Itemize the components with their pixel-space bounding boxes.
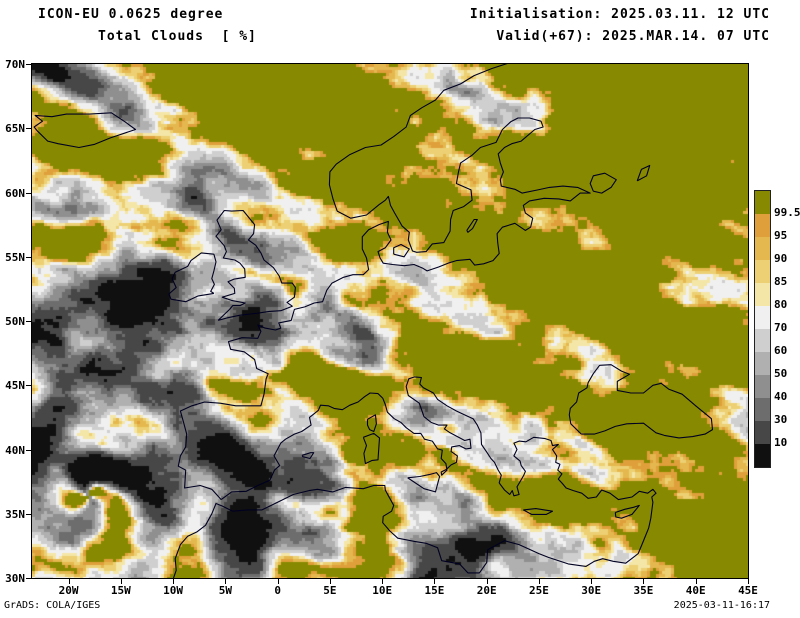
colorbar-segment xyxy=(755,283,770,306)
x-tick-mark xyxy=(329,579,331,584)
coastline-path xyxy=(33,112,137,149)
y-tick-mark xyxy=(26,64,31,65)
colorbar-tick-label: 95 xyxy=(774,229,788,242)
x-tick-label: 20E xyxy=(476,584,497,597)
y-tick-mark xyxy=(26,385,31,387)
coastline-path xyxy=(215,209,296,321)
x-tick-label: 5W xyxy=(218,584,232,597)
x-tick-mark xyxy=(120,579,122,584)
render-timestamp: 2025-03-11-16:17 xyxy=(673,600,770,611)
coastline-path xyxy=(172,376,657,578)
colorbar-segment xyxy=(755,306,770,329)
colorbar-tick-label: 50 xyxy=(774,367,788,380)
coastline-path xyxy=(407,472,441,493)
x-tick-label: 15E xyxy=(424,584,445,597)
colorbar-tick-label: 85 xyxy=(774,275,788,288)
x-tick-mark xyxy=(277,579,279,584)
y-tick-mark xyxy=(26,578,31,579)
coastline-path xyxy=(589,172,617,194)
colorbar-tick-label: 70 xyxy=(774,321,788,334)
model-title: ICON-EU 0.0625 degree xyxy=(38,7,224,22)
grads-credit: GrADS: COLA/IGES xyxy=(4,600,101,611)
x-tick-mark xyxy=(538,579,540,584)
colorbar-segment xyxy=(755,421,770,444)
colorbar-segment xyxy=(755,237,770,260)
colorbar-segment xyxy=(755,191,770,214)
y-tick-label: 65N xyxy=(5,122,25,136)
colorbar-segment xyxy=(755,329,770,352)
x-tick-label: 35E xyxy=(633,584,654,597)
map-plot-area xyxy=(31,63,749,579)
x-tick-label: 40E xyxy=(685,584,706,597)
coastline-path xyxy=(366,414,377,433)
colorbar-segment xyxy=(755,352,770,375)
coastline-path xyxy=(636,164,651,182)
colorbar-segment xyxy=(755,375,770,398)
x-tick-mark xyxy=(173,579,175,584)
y-tick-mark xyxy=(26,513,31,515)
coastline-path xyxy=(466,218,478,233)
x-tick-mark xyxy=(68,579,70,584)
x-tick-mark xyxy=(643,579,645,584)
x-tick-label: 10E xyxy=(372,584,393,597)
colorbar xyxy=(754,190,771,468)
y-tick-label: 50N xyxy=(5,315,25,328)
y-tick-mark xyxy=(26,192,31,194)
y-tick-mark xyxy=(26,449,31,451)
y-tick-label: 40N xyxy=(5,443,25,457)
coastline-path xyxy=(523,508,554,515)
y-tick-mark xyxy=(26,321,31,322)
coastline-path xyxy=(393,243,410,258)
valid-line: Valid(+67): 2025.MAR.14. 07 UTC xyxy=(496,29,770,44)
colorbar-segment xyxy=(755,214,770,237)
y-tick-label: 55N xyxy=(5,250,25,264)
coastline-path xyxy=(568,364,714,439)
colorbar-tick-label: 80 xyxy=(774,298,788,311)
coastline-path xyxy=(177,64,591,500)
x-tick-mark xyxy=(695,579,697,584)
colorbar-tick-label: 10 xyxy=(774,436,788,449)
colorbar-tick-label: 30 xyxy=(774,413,788,426)
coastline-path xyxy=(614,504,640,519)
coastline-overlay xyxy=(33,64,714,578)
x-tick-label: 25E xyxy=(529,584,549,597)
initialisation-line: Initialisation: 2025.03.11. 12 UTC xyxy=(469,7,770,22)
x-tick-mark xyxy=(748,579,749,584)
coastline-path xyxy=(301,452,315,460)
cloud-field-canvas xyxy=(32,64,748,578)
colorbar-tick-label: 60 xyxy=(774,344,788,357)
y-tick-label: 35N xyxy=(5,507,25,521)
y-tick-label: 70N xyxy=(5,58,25,71)
x-tick-label: 15W xyxy=(110,584,131,597)
colorbar-segment xyxy=(755,444,770,467)
x-tick-mark xyxy=(434,579,436,584)
x-tick-label: 45E xyxy=(738,584,758,597)
y-tick-mark xyxy=(26,128,31,130)
x-tick-label: 5E xyxy=(323,584,337,597)
y-tick-mark xyxy=(26,256,31,258)
x-tick-mark xyxy=(382,579,384,584)
x-tick-label: 20W xyxy=(58,584,79,597)
y-tick-label: 60N xyxy=(5,186,25,200)
colorbar-tick-label: 99.5 xyxy=(774,206,800,219)
colorbar-segment xyxy=(755,398,770,421)
x-tick-mark xyxy=(591,579,593,584)
y-tick-label: 45N xyxy=(5,379,25,393)
x-tick-mark xyxy=(486,579,488,584)
colorbar-tick-label: 40 xyxy=(774,390,788,403)
x-tick-label: 30E xyxy=(581,584,602,597)
coastline-path xyxy=(168,252,217,303)
variable-title: Total Clouds [ %] xyxy=(98,29,257,44)
y-tick-label: 30N xyxy=(5,572,25,585)
colorbar-tick-label: 90 xyxy=(774,252,788,265)
x-tick-mark xyxy=(225,579,227,584)
coastline-path xyxy=(362,432,381,465)
x-tick-label: 10W xyxy=(163,584,184,597)
x-tick-label: 0 xyxy=(274,584,281,597)
colorbar-segment xyxy=(755,260,770,283)
